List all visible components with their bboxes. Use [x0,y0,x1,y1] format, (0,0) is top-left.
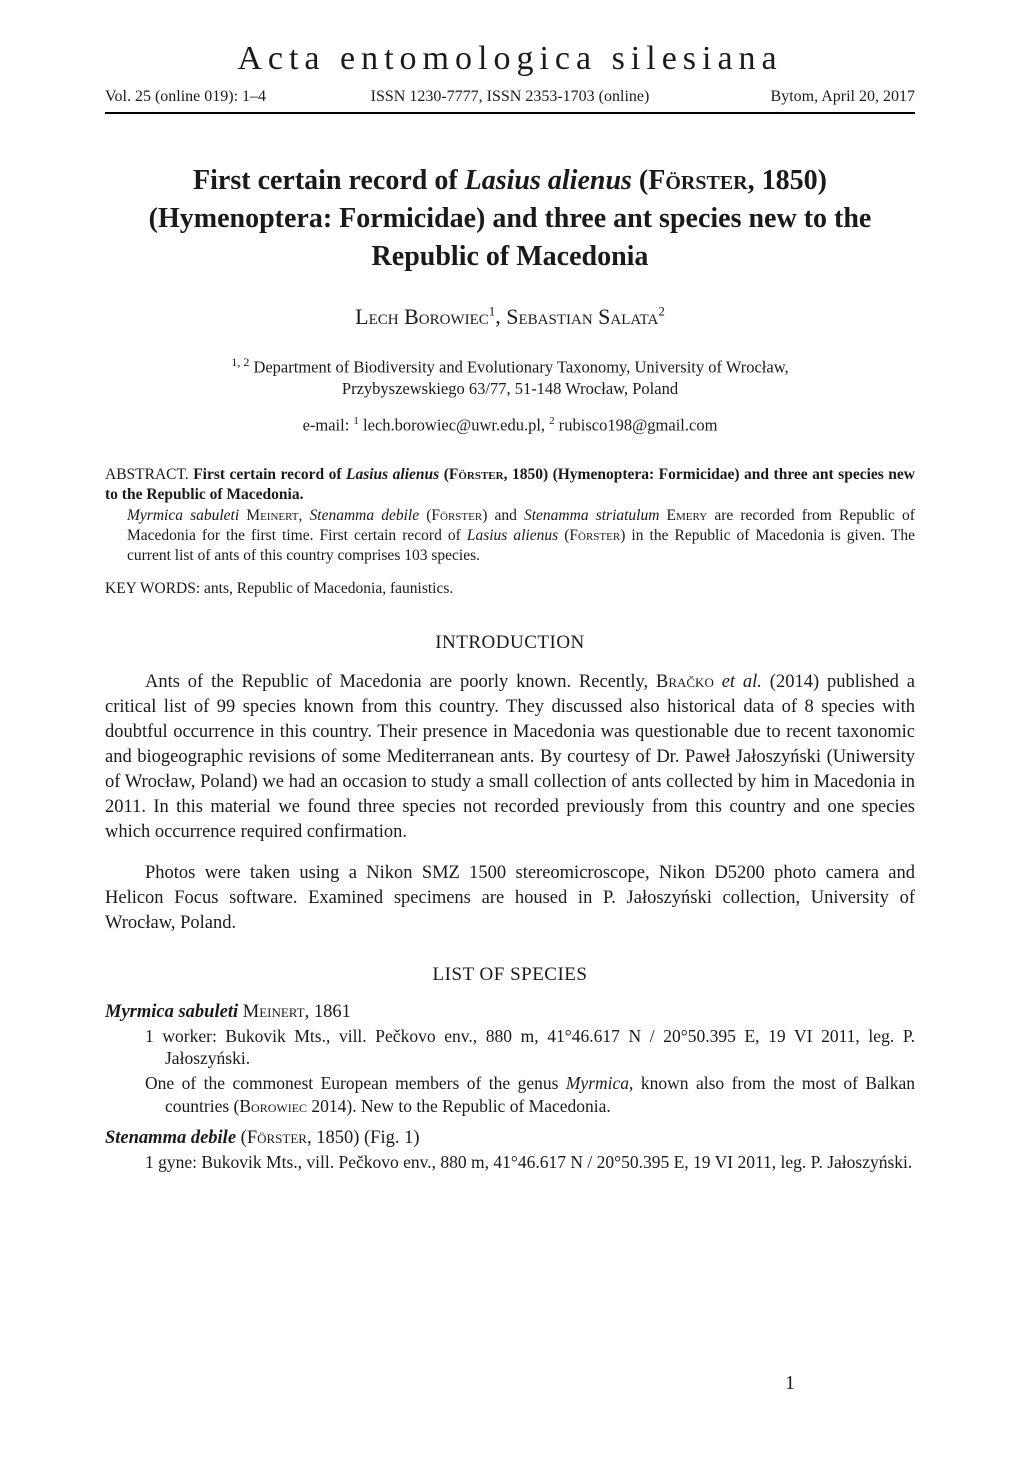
abstract-body: Myrmica sabuleti Meinert, Stenamma debil… [127,506,915,566]
article-title: First certain record of Lasius alienus (… [145,162,875,275]
header-meta-row: Vol. 25 (online 019): 1–4 ISSN 1230-7777… [105,88,915,114]
species-detail-1b: One of the commonest European members of… [145,1072,915,1118]
species-heading-2: Stenamma debile (Förster, 1850) (Fig. 1) [105,1128,915,1149]
intro-para-1: Ants of the Republic of Macedonia are po… [105,670,915,845]
section-heading-species-list: LIST OF SPECIES [105,964,915,986]
keywords-label: KEY WORDS: [105,580,200,597]
pub-info: Bytom, April 20, 2017 [677,88,915,106]
vol-issue: Vol. 25 (online 019): 1–4 [105,88,343,106]
species-detail-1a: 1 worker: Bukovik Mts., vill. Pečkovo en… [145,1025,915,1071]
species-detail-2a: 1 gyne: Bukovik Mts., vill. Pečkovo env.… [145,1151,915,1174]
author-1: Lech Borowiec1 [355,304,495,329]
abstract: ABSTRACT. First certain record of Lasius… [105,465,915,566]
abstract-title: First certain record of Lasius alienus (… [105,466,915,503]
affiliation: 1, 2 Department of Biodiversity and Evol… [105,354,915,401]
journal-title: Acta entomologica silesiana [105,40,915,78]
issn: ISSN 1230-7777, ISSN 2353-1703 (online) [343,88,677,106]
page-number: 1 [785,1372,795,1395]
species-heading-1: Myrmica sabuleti Meinert, 1861 [105,1002,915,1023]
intro-para-2: Photos were taken using a Nikon SMZ 1500… [105,861,915,936]
abstract-label: ABSTRACT. [105,466,189,483]
section-heading-introduction: INTRODUCTION [105,632,915,654]
author-2: Sebastian Salata2 [506,304,665,329]
authors: Lech Borowiec1, Sebastian Salata2 [105,303,915,329]
keywords: KEY WORDS: ants, Republic of Macedonia, … [105,580,915,598]
emails: e-mail: 1 lech.borowiec@uwr.edu.pl, 2 ru… [105,415,915,436]
keywords-text: ants, Republic of Macedonia, faunistics. [204,580,453,597]
